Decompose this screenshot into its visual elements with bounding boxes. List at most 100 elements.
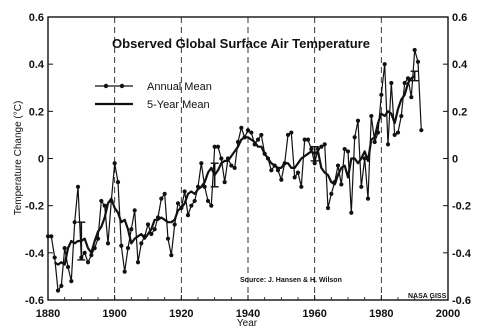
y-tick-label-left: 0 (38, 154, 44, 166)
x-tick-label: 1920 (169, 308, 193, 320)
data-point-annual-mean (252, 142, 257, 147)
data-point-annual-mean (209, 203, 214, 208)
legend: Annual Mean 5-Year Mean (95, 81, 212, 111)
y-tick-label-right: 0.6 (452, 12, 467, 24)
data-point-annual-mean (69, 279, 74, 284)
data-point-annual-mean (275, 168, 281, 173)
data-point-annual-mean (415, 59, 421, 64)
data-point-annual-mean (125, 246, 131, 251)
x-tick-label: 1940 (236, 308, 260, 320)
chart-title: Observed Global Surface Air Temperature (112, 36, 370, 51)
data-point-annual-mean (389, 80, 394, 86)
data-point-annual-mean (165, 236, 171, 241)
data-point-annual-mean (222, 179, 227, 185)
y-tick-label-right: -0.6 (452, 295, 471, 307)
data-point-annual-mean (412, 47, 417, 53)
y-tick-label-right: 0 (452, 154, 458, 166)
data-point-annual-mean (269, 168, 274, 173)
data-point-annual-mean (392, 132, 397, 138)
data-point-annual-mean (92, 246, 97, 251)
data-point-annual-mean (172, 222, 177, 227)
x-tick-label: 1880 (36, 308, 60, 320)
data-point-annual-mean (355, 118, 361, 123)
data-point-annual-mean (55, 288, 61, 293)
data-point-annual-mean (305, 137, 311, 142)
data-point-annual-mean (135, 260, 141, 265)
data-point-annual-mean (319, 144, 324, 149)
data-point-annual-mean (322, 142, 327, 147)
data-point-annual-mean (332, 179, 337, 185)
data-point-annual-mean (119, 243, 124, 248)
data-point-annual-mean (419, 128, 424, 133)
data-point-annual-mean (379, 92, 384, 97)
data-point-annual-mean (272, 163, 277, 168)
data-point-annual-mean (215, 144, 221, 149)
data-point-annual-mean (72, 220, 77, 225)
data-point-annual-mean (189, 203, 194, 208)
y-tick-label-left: -0.4 (25, 248, 45, 260)
legend-marker-annual-mean (119, 83, 125, 89)
data-point-annual-mean (372, 139, 377, 145)
x-tick-label: 1980 (369, 308, 393, 320)
data-point-annual-mean (255, 137, 261, 142)
data-point-annual-mean (342, 146, 347, 152)
y-tick-label-left: -0.2 (25, 201, 44, 213)
data-point-annual-mean (362, 156, 367, 161)
y-tick-label-left: 0.4 (29, 59, 45, 71)
data-point-annual-mean (359, 184, 364, 189)
data-point-annual-mean (339, 182, 344, 187)
data-point-annual-mean (242, 135, 247, 140)
data-point-annual-mean (235, 139, 241, 145)
data-point-annual-mean (152, 227, 157, 232)
y-tick-label-left: 0.6 (29, 12, 44, 24)
data-point-annual-mean (409, 95, 414, 100)
data-point-annual-mean (145, 222, 151, 227)
annual-markers (45, 47, 424, 293)
data-point-annual-mean (102, 203, 107, 208)
data-point-annual-mean (345, 149, 351, 154)
data-point-annual-mean (405, 76, 411, 81)
y-axis-title: Temperature Change (°C) (13, 101, 24, 216)
data-point-annual-mean (325, 205, 331, 211)
data-point-annual-mean (402, 80, 407, 86)
data-point-annual-mean (62, 246, 67, 251)
data-point-annual-mean (279, 177, 284, 182)
data-point-annual-mean (262, 151, 267, 156)
data-point-annual-mean (302, 137, 307, 142)
data-point-annual-mean (159, 196, 164, 201)
data-point-annual-mean (192, 198, 197, 204)
data-point-annual-mean (82, 250, 87, 255)
x-tick-label: 1900 (102, 308, 126, 320)
data-point-annual-mean (155, 215, 161, 220)
data-point-annual-mean (212, 144, 217, 149)
y-tick-label-right: -0.2 (452, 201, 471, 213)
data-point-annual-mean (229, 163, 234, 168)
data-point-annual-mean (199, 161, 204, 166)
data-point-annual-mean (219, 156, 224, 161)
data-point-annual-mean (335, 163, 341, 168)
data-point-annual-mean (259, 132, 264, 138)
data-point-annual-mean (375, 130, 381, 135)
data-point-annual-mean (369, 113, 374, 119)
data-point-annual-mean (65, 264, 71, 270)
data-point-annual-mean (239, 125, 244, 130)
y-tick-label-right: 0.2 (452, 106, 467, 118)
legend-marker-annual-mean (103, 83, 109, 89)
data-point-annual-mean (299, 184, 304, 189)
error-bars (77, 70, 419, 261)
data-point-annual-mean (45, 234, 51, 239)
data-point-annual-mean (365, 196, 371, 201)
data-point-annual-mean (109, 198, 114, 204)
data-point-annual-mean (49, 234, 54, 239)
data-point-annual-mean (75, 184, 81, 189)
source-annotation: Source: J. Hansen & H. Wilson (240, 277, 342, 284)
data-point-annual-mean (149, 231, 154, 237)
legend-label-annual-mean: Annual Mean (147, 81, 212, 93)
data-point-annual-mean (142, 234, 147, 239)
data-point-annual-mean (202, 184, 207, 189)
data-point-annual-mean (105, 241, 111, 246)
y-tick-label-left: 0.2 (29, 106, 44, 118)
data-point-annual-mean (52, 255, 57, 260)
